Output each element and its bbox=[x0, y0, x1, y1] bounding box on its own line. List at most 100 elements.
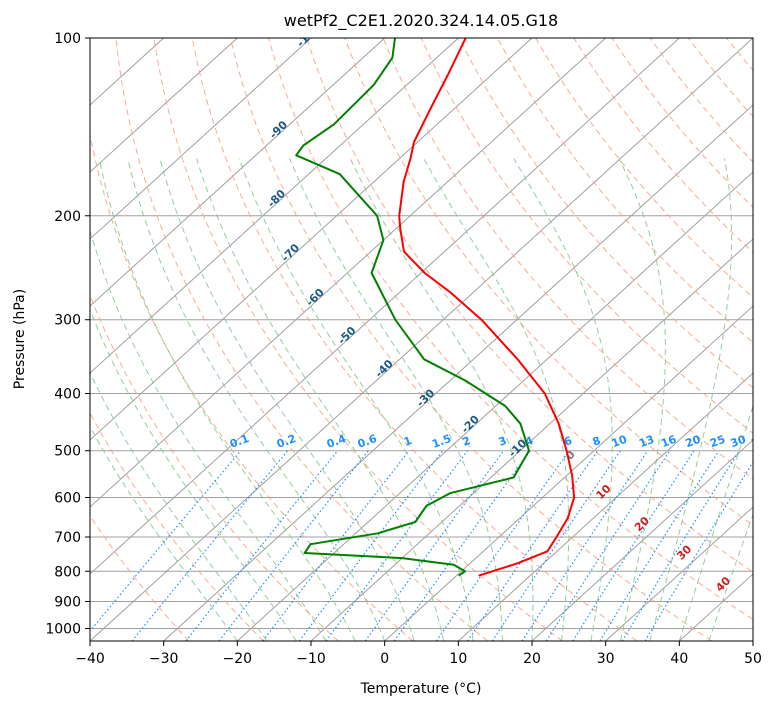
isotherm-line bbox=[90, 38, 753, 641]
temperature-profile-line bbox=[398, 38, 576, 577]
isotherm-line bbox=[605, 506, 753, 641]
dry-adiabat-label: -20 bbox=[459, 413, 482, 436]
plot-data bbox=[295, 38, 576, 577]
x-tick-label: −20 bbox=[223, 651, 253, 667]
y-tick-label: 1000 bbox=[45, 621, 81, 637]
mixing-ratio-label: 0.2 bbox=[275, 432, 298, 451]
moist-adiabat-line bbox=[159, 158, 415, 641]
dry-adiabat-label: 10 bbox=[594, 482, 614, 502]
dry-adiabat-line bbox=[420, 38, 753, 434]
moist-adiabat-line bbox=[649, 158, 733, 641]
moist-adiabat-line bbox=[238, 158, 474, 641]
dry-adiabat-label: 0 bbox=[563, 448, 578, 463]
mixing-ratio-line bbox=[90, 450, 242, 632]
y-tick-label: 400 bbox=[54, 387, 81, 403]
mixing-ratio-line bbox=[521, 450, 649, 641]
dry-adiabat-label: -70 bbox=[279, 241, 302, 264]
dry-adiabat-label: -80 bbox=[265, 187, 288, 210]
mixing-ratio-label: 0.1 bbox=[228, 432, 251, 451]
mixing-ratio-line bbox=[393, 450, 531, 641]
y-axis: 100 200 300 400 500 600 700 800 900 1000 bbox=[45, 31, 90, 637]
mixing-ratio-label: 0.6 bbox=[356, 432, 379, 451]
plot-frame bbox=[89, 37, 754, 642]
moist-adiabat-line bbox=[678, 404, 753, 641]
moist-adiabat-line bbox=[708, 513, 753, 641]
mixing-ratio-line bbox=[621, 450, 740, 641]
moist-adiabat-line bbox=[349, 158, 534, 641]
isotherm-line bbox=[90, 38, 607, 508]
x-axis-title: Temperature (°C) bbox=[360, 681, 482, 697]
x-axis: −40 −30 −20 −10 0 10 20 30 40 50 bbox=[75, 641, 762, 667]
isotherm-line bbox=[236, 171, 753, 641]
dry-adiabat-label: 20 bbox=[632, 514, 652, 534]
y-tick-label: 800 bbox=[54, 564, 81, 580]
mixing-ratio-line bbox=[262, 450, 410, 641]
dry-adiabat-label: -60 bbox=[304, 286, 327, 309]
moist-adiabat-line bbox=[90, 425, 238, 641]
isotherm-line bbox=[90, 38, 533, 441]
moist-adiabat-line bbox=[90, 308, 297, 641]
mixing-ratio-line bbox=[298, 450, 444, 641]
isotherm-line bbox=[163, 104, 753, 641]
plot-background: 0.1 0.2 0.4 0.6 1 1.5 2 3 4 6 8 10 13 16 20 25 30 36-100-… bbox=[90, 21, 753, 641]
moist-adiabat-line bbox=[289, 158, 503, 641]
dry-adiabat-line bbox=[611, 38, 753, 208]
mixing-ratio-label: 13 bbox=[637, 433, 656, 450]
mixing-ratio-label: 10 bbox=[610, 433, 629, 451]
isotherm-line bbox=[310, 238, 753, 641]
dry-adiabat-line bbox=[90, 411, 264, 641]
dry-adiabat-line bbox=[344, 38, 753, 526]
mixing-ratio-label: 1.5 bbox=[430, 432, 453, 451]
y-tick-label: 500 bbox=[54, 444, 81, 460]
x-tick-label: 30 bbox=[597, 651, 615, 667]
mixing-ratio-label: 2 bbox=[461, 434, 473, 449]
x-tick-label: 0 bbox=[380, 651, 389, 667]
dry-adiabat-line bbox=[726, 38, 753, 72]
mixing-ratio-label: 8 bbox=[591, 434, 603, 449]
dry-adiabat-line bbox=[687, 38, 753, 118]
mixing-ratio-line bbox=[435, 450, 570, 641]
mixing-ratio-line bbox=[218, 450, 369, 641]
dry-adiabat-line bbox=[191, 38, 638, 641]
moist-adiabat-line bbox=[98, 158, 356, 641]
x-tick-label: −30 bbox=[149, 651, 179, 667]
y-tick-label: 700 bbox=[54, 530, 81, 546]
mixing-ratio-line bbox=[325, 450, 468, 641]
mixing-ratio-label: 3 bbox=[497, 434, 509, 449]
moist-adiabat-line bbox=[423, 158, 570, 641]
moist-adiabat-line bbox=[127, 158, 386, 641]
x-tick-label: 40 bbox=[670, 651, 688, 667]
y-tick-label: 600 bbox=[54, 490, 81, 506]
y-tick-label: 300 bbox=[54, 313, 81, 329]
mixing-ratio-line bbox=[572, 450, 695, 641]
mixing-ratio-label: 0.4 bbox=[325, 432, 348, 451]
dry-adiabat-line bbox=[535, 38, 753, 298]
mixing-ratio-label: 30 bbox=[729, 433, 748, 451]
dry-adiabat-line bbox=[229, 38, 712, 641]
dry-adiabat-label: -50 bbox=[335, 324, 358, 347]
isotherm-line bbox=[90, 38, 312, 240]
mixing-ratio-label: 20 bbox=[684, 433, 703, 451]
dewpoint-profile-line bbox=[295, 38, 530, 577]
y-tick-label: 100 bbox=[54, 31, 81, 47]
dry-adiabat-label: 30 bbox=[674, 542, 694, 562]
dry-adiabat-label: -30 bbox=[414, 386, 437, 409]
y-axis-title: Pressure (hPa) bbox=[12, 289, 28, 389]
isotherm-line bbox=[384, 305, 753, 641]
isotherm-line bbox=[90, 38, 238, 173]
mixing-ratio-label: 4 bbox=[523, 434, 535, 449]
chart-title: wetPf2_C2E1.2020.324.14.05.G18 bbox=[284, 11, 558, 31]
dry-adiabat-line bbox=[268, 38, 753, 621]
dry-adiabat-label: 40 bbox=[713, 574, 733, 594]
dry-adiabat-label: -90 bbox=[267, 118, 290, 141]
mixing-ratio-line bbox=[491, 450, 621, 641]
moist-adiabat-line bbox=[90, 228, 327, 641]
x-tick-label: 20 bbox=[523, 651, 541, 667]
x-tick-label: −10 bbox=[296, 651, 326, 667]
mixing-ratio-line bbox=[131, 450, 289, 641]
x-tick-label: 50 bbox=[744, 651, 762, 667]
x-tick-label: 10 bbox=[449, 651, 467, 667]
dry-adiabat-line bbox=[90, 132, 414, 641]
dry-adiabat-label: -100 bbox=[294, 21, 323, 50]
